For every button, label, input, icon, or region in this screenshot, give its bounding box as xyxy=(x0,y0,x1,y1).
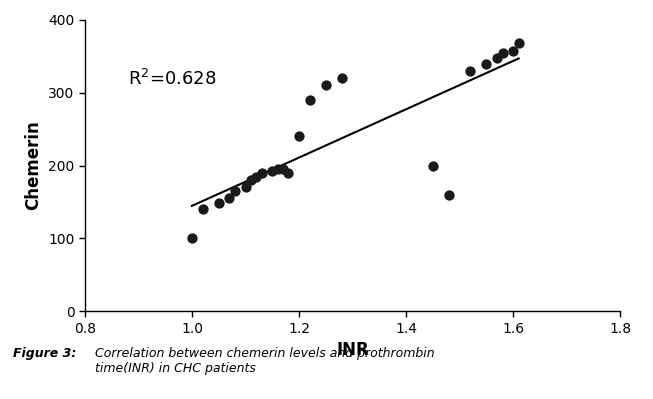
Point xyxy=(508,47,518,54)
Point xyxy=(304,97,315,103)
X-axis label: INR: INR xyxy=(336,341,369,359)
Point xyxy=(240,184,251,191)
Point xyxy=(513,40,524,46)
Point xyxy=(257,170,267,176)
Point xyxy=(230,188,240,194)
Text: Correlation between chemerin levels and prothrombin
time(INR) in CHC patients: Correlation between chemerin levels and … xyxy=(95,347,434,375)
Point xyxy=(444,192,454,198)
Point xyxy=(224,195,234,201)
Point xyxy=(187,235,197,242)
Y-axis label: Chemerin: Chemerin xyxy=(25,121,42,210)
Point xyxy=(321,82,331,89)
Point xyxy=(283,170,294,176)
Point xyxy=(498,49,508,56)
Point xyxy=(251,173,261,180)
Point xyxy=(278,166,288,172)
Text: R$^2$=0.628: R$^2$=0.628 xyxy=(128,69,216,89)
Point xyxy=(337,75,347,81)
Point xyxy=(492,55,502,61)
Point xyxy=(197,206,208,212)
Point xyxy=(214,200,224,207)
Point xyxy=(246,177,256,184)
Point xyxy=(267,168,278,175)
Point xyxy=(294,133,304,140)
Text: Figure 3:: Figure 3: xyxy=(13,347,76,360)
Point xyxy=(481,60,492,67)
Point xyxy=(465,68,475,74)
Point xyxy=(272,166,283,172)
Point xyxy=(428,162,438,169)
